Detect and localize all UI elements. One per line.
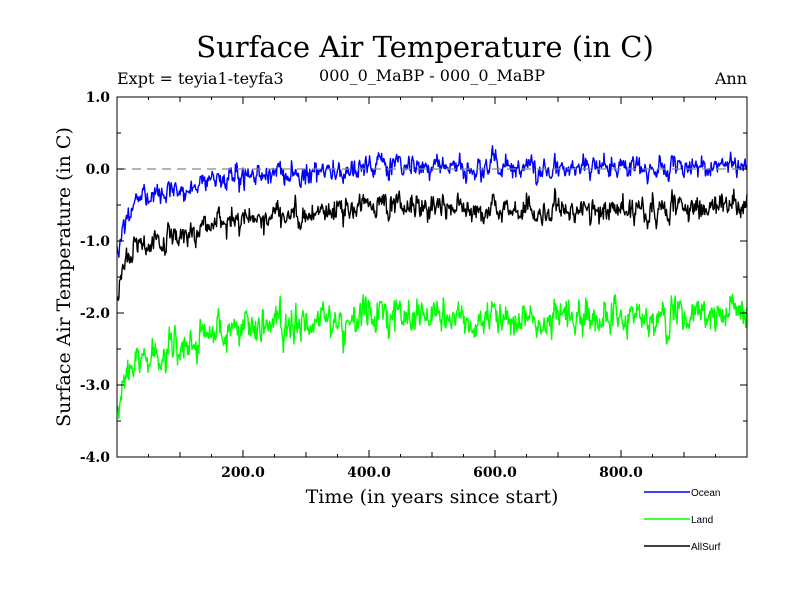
- series-layer: [116, 145, 748, 419]
- chart-subtitle-left: Expt = teyia1-teyfa3: [117, 69, 284, 88]
- series-line-ocean: [116, 145, 748, 258]
- legend-label-land: Land: [691, 515, 713, 526]
- y-tick-label: 1.0: [86, 90, 111, 106]
- chart-subtitle-right: Ann: [714, 69, 747, 88]
- series-line-land: [116, 293, 748, 419]
- x-axis-label: Time (in years since start): [306, 486, 559, 508]
- y-tick-label: -1.0: [80, 234, 110, 250]
- axis-ticks: 1.0 0.0 -1.0 -2.0 -3.0 -4.0 200.0 400.0 600.0 800…: [80, 90, 747, 481]
- chart-subtitle-center: 000_0_MaBP - 000_0_MaBP: [319, 66, 545, 85]
- x-tick-label: 200.0: [221, 465, 265, 481]
- y-tick-label: -4.0: [80, 450, 110, 466]
- series-line-allsurf: [116, 187, 748, 301]
- x-tick-label: 400.0: [347, 465, 391, 481]
- y-tick-label: -2.0: [80, 306, 110, 322]
- chart-title: Surface Air Temperature (in C): [196, 30, 654, 64]
- y-tick-label: 0.0: [86, 162, 111, 178]
- y-axis-label: Surface Air Temperature (in C): [53, 127, 75, 427]
- legend-label-ocean: Ocean: [691, 488, 720, 499]
- legend-label-allsurf: AllSurf: [691, 542, 721, 553]
- plot-frame: [116, 96, 748, 458]
- x-tick-label: 600.0: [473, 465, 517, 481]
- x-tick-label: 800.0: [599, 465, 643, 481]
- legend: Ocean Land AllSurf: [644, 488, 721, 553]
- y-tick-label: -3.0: [80, 378, 110, 394]
